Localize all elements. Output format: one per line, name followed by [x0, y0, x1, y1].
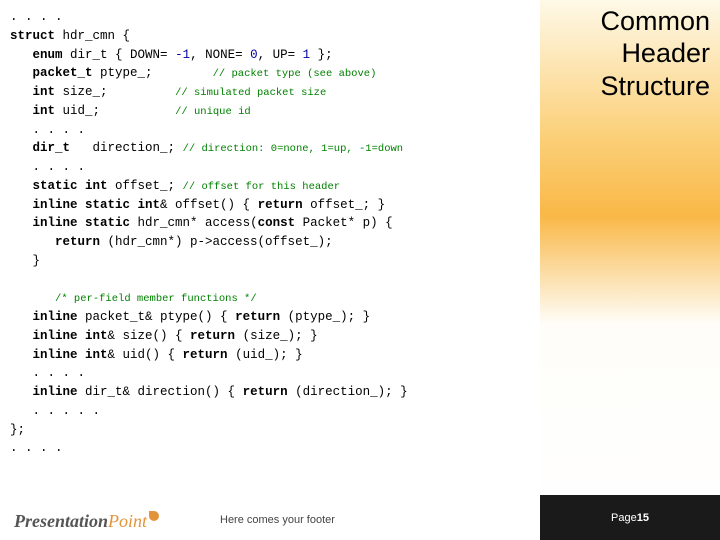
code-line: inline static int& offset() { return off…	[10, 196, 540, 215]
sidebar-panel: Common Header Structure	[540, 0, 720, 540]
code-line: inline packet_t& ptype() { return (ptype…	[10, 308, 540, 327]
code-line: . . . .	[10, 364, 540, 383]
code-line: . . . .	[10, 121, 540, 140]
slide-title: Common Header Structure	[540, 5, 710, 102]
page-number: 15	[637, 512, 649, 524]
logo-part2: Point	[108, 511, 147, 531]
code-line: int uid_; // unique id	[10, 102, 540, 121]
logo-icon	[149, 511, 159, 521]
code-line: inline int& uid() { return (uid_); }	[10, 346, 540, 365]
code-line: /* per-field member functions */	[10, 289, 540, 308]
code-line: packet_t ptype_; // packet type (see abo…	[10, 64, 540, 83]
code-line: . . . .	[10, 439, 540, 458]
code-line: static int offset_; // offset for this h…	[10, 177, 540, 196]
code-line: struct hdr_cmn {	[10, 27, 540, 46]
footer-left: PresentationPoint Here comes your footer	[0, 495, 540, 540]
code-line: . . . .	[10, 158, 540, 177]
code-line: }	[10, 252, 540, 271]
footer-page: Page 15	[540, 495, 720, 540]
code-line: inline int& size() { return (size_); }	[10, 327, 540, 346]
code-line: inline static hdr_cmn* access(const Pack…	[10, 214, 540, 233]
code-line: int size_; // simulated packet size	[10, 83, 540, 102]
code-line: . . . .	[10, 8, 540, 27]
code-block: . . . .struct hdr_cmn { enum dir_t { DOW…	[0, 0, 540, 495]
code-line: enum dir_t { DOWN= -1, NONE= 0, UP= 1 };	[10, 46, 540, 65]
logo: PresentationPoint	[14, 511, 159, 532]
footer-text: Here comes your footer	[220, 514, 335, 526]
code-line: inline dir_t& direction() { return (dire…	[10, 383, 540, 402]
code-line: dir_t direction_; // direction: 0=none, …	[10, 139, 540, 158]
code-line: };	[10, 421, 540, 440]
logo-part1: Presentation	[14, 511, 108, 531]
code-line	[10, 271, 540, 290]
page-label: Page	[611, 512, 637, 524]
code-line: . . . . .	[10, 402, 540, 421]
footer-bar: PresentationPoint Here comes your footer…	[0, 495, 720, 540]
code-line: return (hdr_cmn*) p->access(offset_);	[10, 233, 540, 252]
